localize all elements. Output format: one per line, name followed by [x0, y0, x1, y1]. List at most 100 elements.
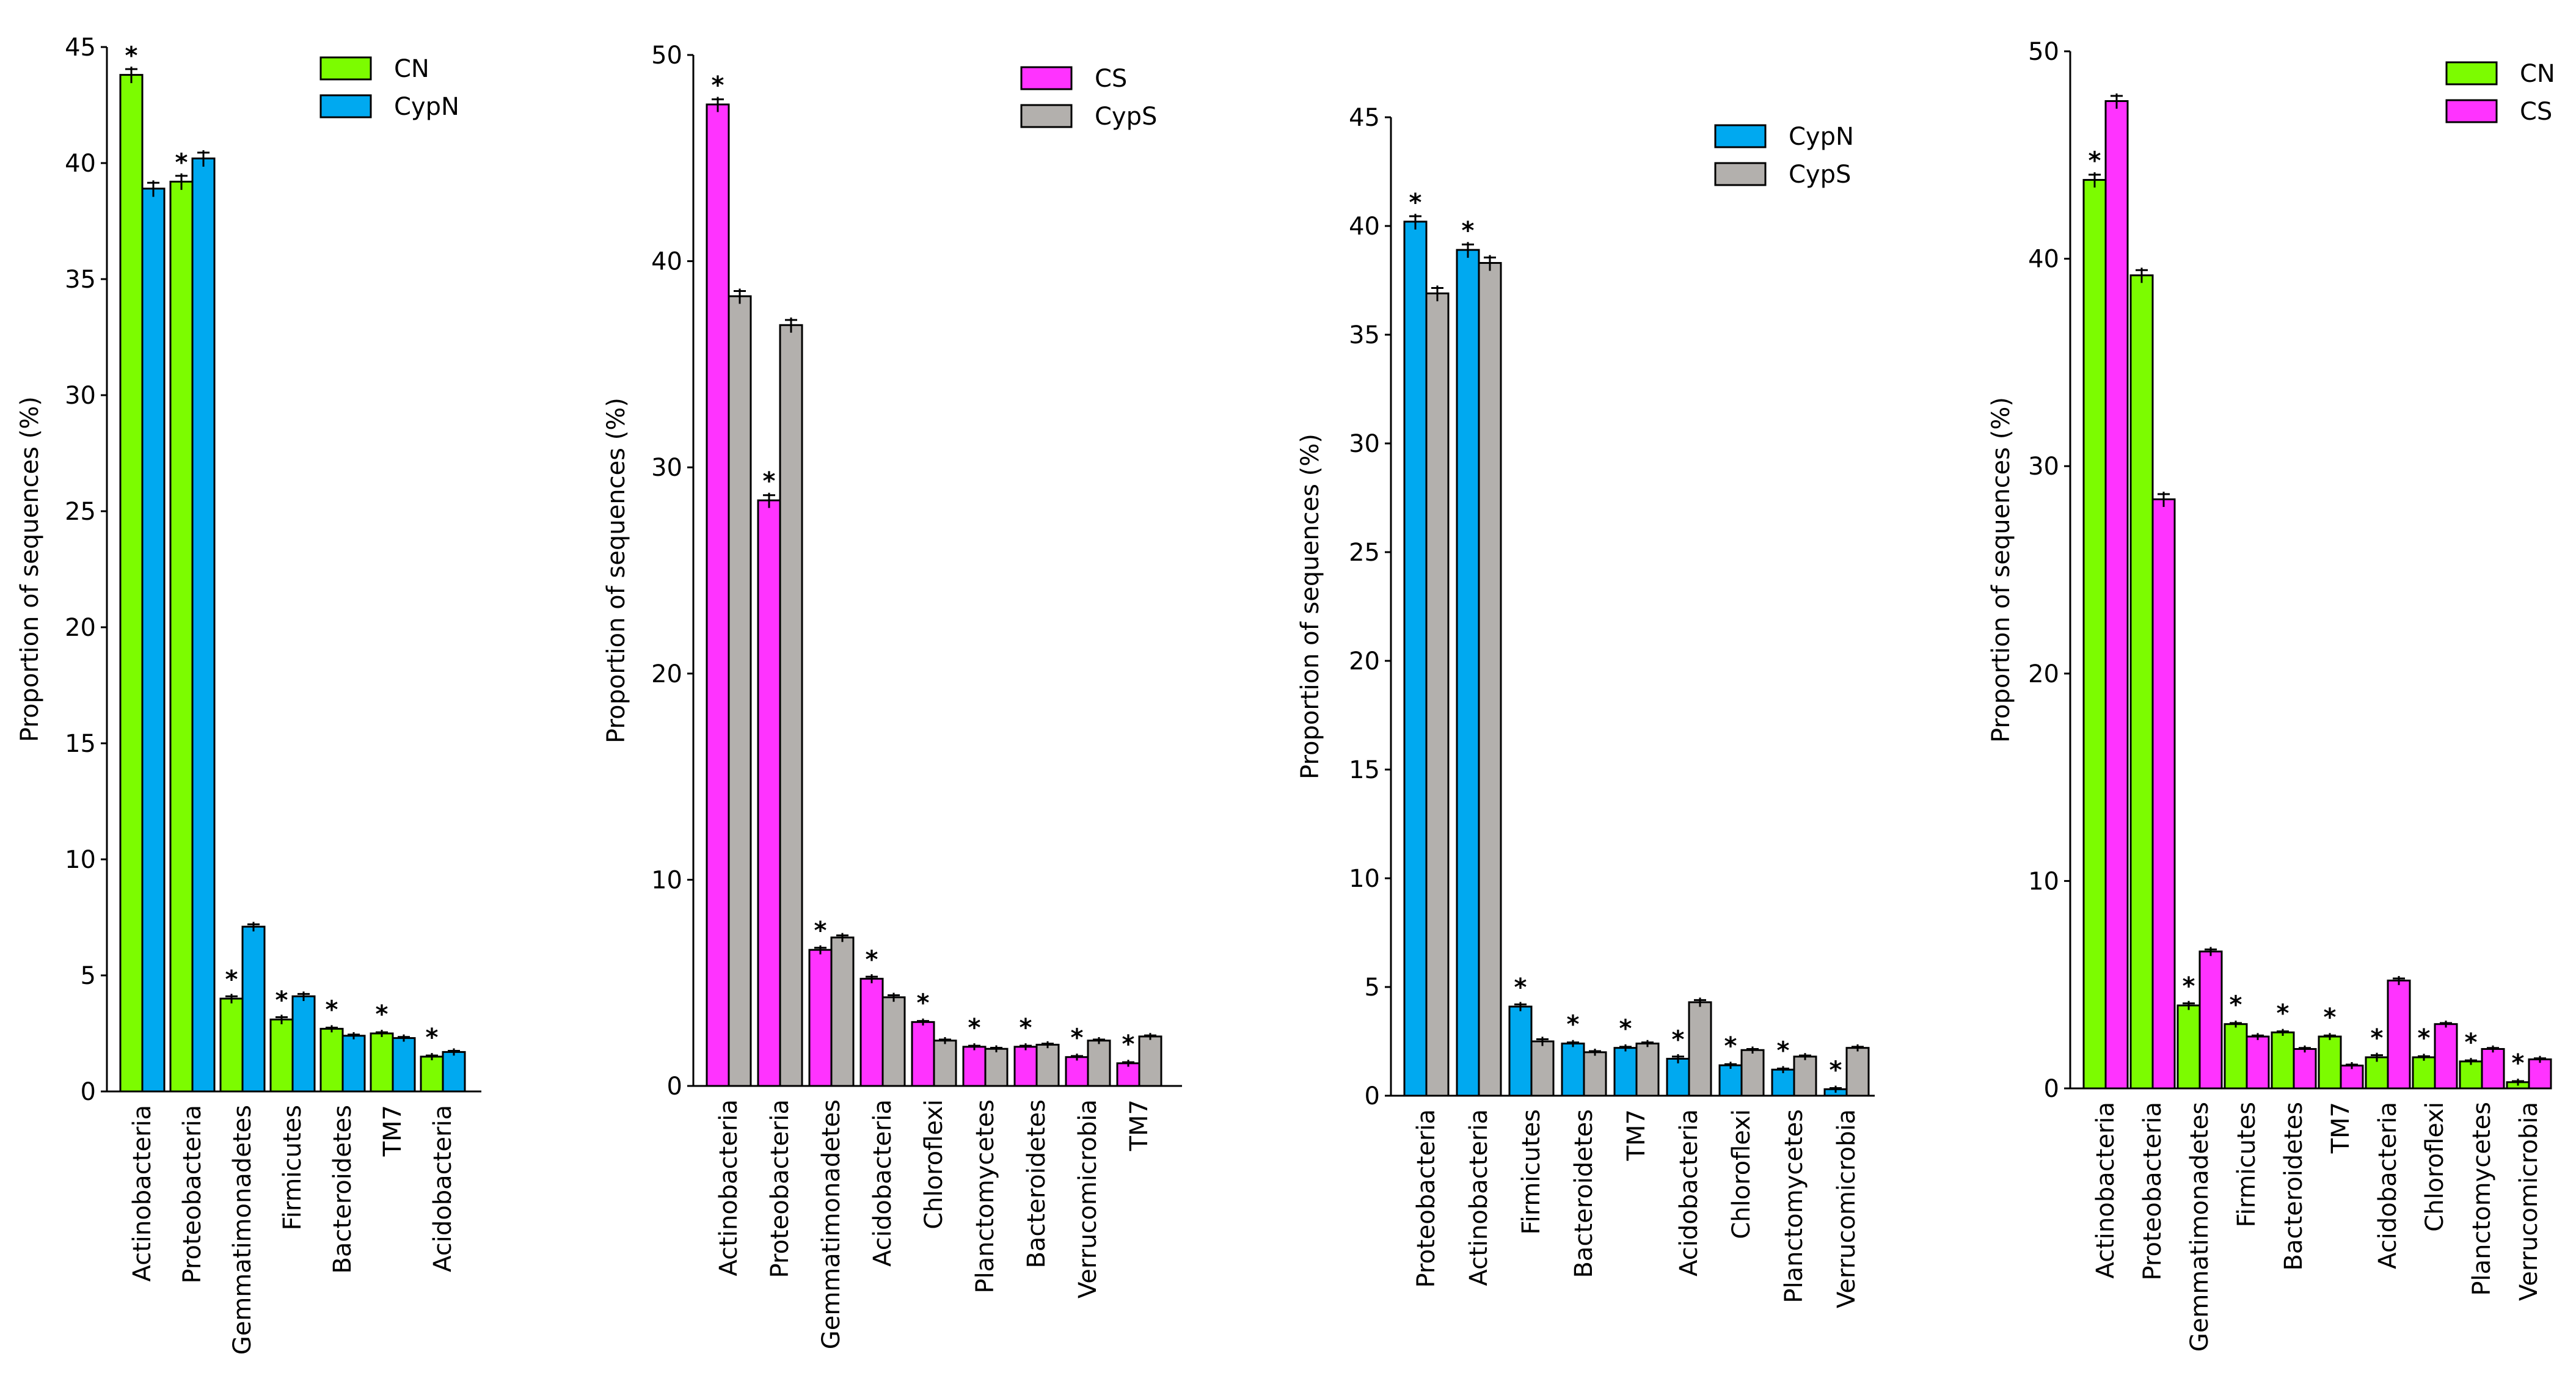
chart3-x-tick-label: Verrucomicrobia [1833, 1109, 1861, 1308]
chart4-legend-swatch-cn [2445, 61, 2498, 86]
chart3-significance-marker: * [1830, 1056, 1842, 1084]
chart4-y-tick-label: 40 [2028, 246, 2059, 274]
chart4-bar-cn-proteobacteria [2129, 274, 2154, 1090]
chart2-bar-cyps-chloroflexi [933, 1040, 957, 1087]
chart4-bar-cn-acidobacteria [2365, 1056, 2389, 1090]
chart1-bar-cypn-acidobacteria [442, 1051, 466, 1093]
chart4-legend-swatch-cs [2445, 99, 2498, 123]
chart1-significance-marker: * [275, 986, 288, 1014]
chart4-significance-marker: * [2324, 1003, 2337, 1032]
chart2-legend-label-cs: CS [1095, 65, 1127, 93]
chart3-significance-marker: * [1567, 1011, 1580, 1039]
chart1-bar-cypn-bacteroidetes [341, 1035, 366, 1093]
chart2-significance-marker: * [1020, 1014, 1032, 1042]
chart4-bar-cs-chloroflexi [2434, 1023, 2458, 1090]
chart2-significance-marker: * [1071, 1024, 1084, 1052]
chart3-significance-marker: * [1724, 1032, 1737, 1060]
chart4-significance-marker: * [2512, 1049, 2525, 1077]
chart3-y-tick-label: 40 [1349, 213, 1380, 241]
chart2-x-tick-label: Actinobacteria [715, 1099, 743, 1277]
chart4-y-tick-label: 20 [2028, 660, 2059, 688]
chart1-x-tick-label: Bacteroidetes [329, 1105, 357, 1274]
chart1-y-tick-label: 15 [65, 730, 96, 758]
chart4-bar-cs-actinobacteria [2104, 100, 2129, 1090]
chart1-significance-marker: * [225, 966, 238, 994]
chart1-bar-cn-bacteroidetes [319, 1027, 344, 1093]
chart3-x-tick-label: Firmicutes [1517, 1109, 1545, 1235]
chart1-x-tick-label: Firmicutes [279, 1105, 307, 1231]
chart2-bar-cyps-planctomycetes [984, 1047, 1009, 1087]
chart1-y-tick-label: 5 [81, 962, 96, 990]
chart2-x-tick-label: Proteobacteria [766, 1099, 794, 1278]
chart2-bar-cyps-actinobacteria [728, 295, 752, 1087]
chart4-bar-cs-gemmatimonadetes [2198, 950, 2223, 1090]
chart4-y-axis-label: Proportion of sequences (%) [1987, 397, 2015, 743]
chart3-bar-cyps-chloroflexi [1740, 1049, 1765, 1097]
chart3-significance-marker: * [1462, 217, 1475, 245]
chart3-x-tick-label: Planctomycetes [1780, 1109, 1808, 1303]
chart3-legend-label-cypn: CypN [1789, 123, 1854, 151]
chart1-y-axis-label: Proportion of sequences (%) [16, 396, 44, 742]
chart2-bar-cs-actinobacteria [706, 103, 730, 1087]
chart3-bar-cyps-firmicutes [1530, 1040, 1555, 1097]
chart4-bar-cn-firmicutes [2224, 1023, 2248, 1090]
chart1-significance-marker: * [376, 1000, 389, 1029]
chart1-bar-cypn-gemmatimonadetes [241, 925, 266, 1093]
chart1-y-tick-label: 45 [65, 34, 96, 62]
chart3-significance-marker: * [1619, 1015, 1632, 1043]
chart4-legend-label-cn: CN [2520, 60, 2555, 88]
chart4-bar-cn-actinobacteria [2082, 179, 2107, 1090]
chart1-bar-cypn-firmicutes [291, 995, 316, 1093]
chart1-bar-cn-proteobacteria [169, 180, 194, 1093]
chart2-x-tick-label: TM7 [1125, 1099, 1153, 1151]
chart1-significance-marker: * [426, 1024, 439, 1052]
chart4-x-tick-label: Proteobacteria [2139, 1102, 2167, 1280]
chart2-y-tick-label: 50 [651, 42, 682, 70]
chart4-significance-marker: * [2465, 1029, 2478, 1057]
chart2-bar-cyps-proteobacteria [779, 324, 803, 1087]
chart1-bar-cypn-tm7 [392, 1037, 416, 1093]
chart3-bar-cypn-planctomycetes [1771, 1068, 1795, 1097]
chart3-bar-cyps-tm7 [1635, 1043, 1660, 1097]
chart1-x-tick-label: Actinobacteria [128, 1105, 156, 1282]
chart1-legend-label-cypn: CypN [394, 93, 459, 121]
chart3-y-tick-label: 15 [1349, 756, 1380, 784]
chart2-y-tick-label: 20 [651, 660, 682, 688]
chart4-x-tick-label: Acidobacteria [2374, 1102, 2402, 1269]
chart4-legend-label-cs: CS [2520, 98, 2552, 126]
chart3-bar-cypn-firmicutes [1508, 1005, 1533, 1097]
chart1-bar-cypn-actinobacteria [141, 188, 166, 1093]
chart2-x-tick-label: Chloroflexi [920, 1099, 948, 1229]
chart4-bar-cs-acidobacteria [2387, 979, 2411, 1090]
chart4-bar-cs-verrucomicrobia [2528, 1058, 2552, 1090]
chart2-y-tick-label: 30 [651, 454, 682, 482]
chart4-x-tick-label: TM7 [2327, 1102, 2355, 1154]
chart3-x-tick-label: Proteobacteria [1412, 1109, 1440, 1287]
chart4-bar-cn-planctomycetes [2459, 1060, 2483, 1090]
chart2-y-axis-label: Proportion of sequences (%) [602, 398, 630, 743]
chart3-x-tick-label: Acidobacteria [1675, 1109, 1703, 1277]
chart1-x-tick-label: TM7 [379, 1105, 407, 1157]
chart3-bar-cyps-proteobacteria [1425, 292, 1450, 1097]
chart2-legend-label-cyps: CypS [1095, 103, 1157, 131]
chart3-bar-cyps-verrucomicrobia [1845, 1047, 1870, 1097]
chart2-bar-cyps-tm7 [1138, 1035, 1162, 1087]
chart2-bar-cs-chloroflexi [911, 1021, 935, 1087]
chart2-bar-cs-proteobacteria [757, 499, 781, 1087]
chart2-significance-marker: * [917, 989, 930, 1017]
chart3-bar-cypn-actinobacteria [1456, 249, 1480, 1097]
chart3-y-tick-label: 5 [1365, 974, 1380, 1002]
chart1-bar-cn-tm7 [370, 1032, 394, 1093]
chart4-y-tick-label: 50 [2028, 38, 2059, 66]
chart-3: 0 5 10 15 20 25 30 35 40 45 Proportion of sequence… [1296, 104, 1875, 1308]
chart1-significance-marker: * [125, 42, 138, 70]
chart3-y-tick-label: 35 [1349, 321, 1380, 349]
chart1-y-tick-label: 10 [65, 846, 96, 874]
chart4-x-tick-label: Chloroflexi [2421, 1102, 2449, 1232]
chart3-bar-cypn-chloroflexi [1718, 1064, 1743, 1097]
chart2-x-tick-label: Verrucomicrobia [1074, 1099, 1102, 1298]
chart2-bar-cs-acidobacteria [859, 977, 884, 1087]
chart1-x-tick-label: Proteobacteria [178, 1105, 206, 1283]
chart4-x-tick-label: Bacteroidetes [2280, 1102, 2308, 1271]
chart3-x-tick-label: Bacteroidetes [1570, 1109, 1598, 1278]
